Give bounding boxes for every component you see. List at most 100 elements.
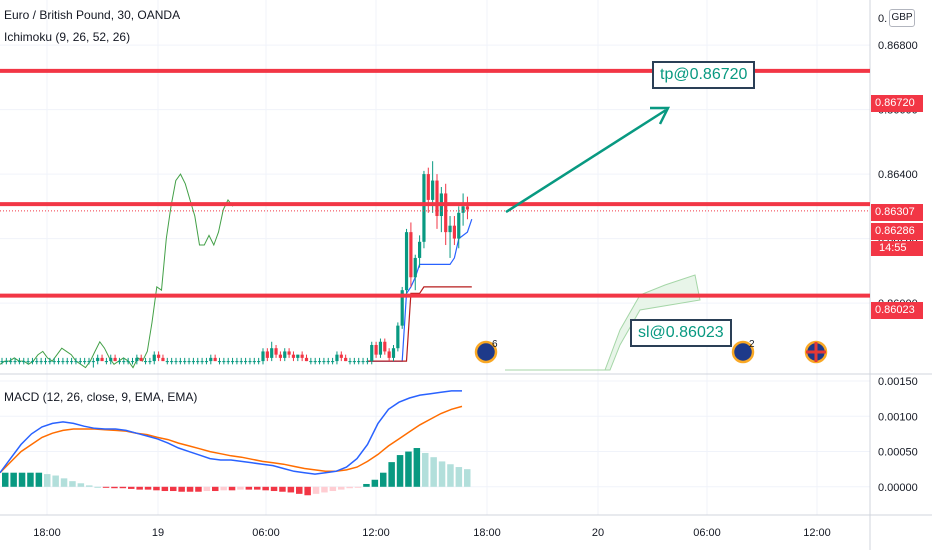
candle-body [331, 361, 335, 363]
candle-body [222, 361, 226, 363]
event-marker-eu-icon [474, 340, 498, 364]
candle-body [452, 225, 456, 239]
macd-line [0, 390, 462, 475]
candle-body [444, 193, 448, 233]
candle-body [313, 361, 317, 363]
macd-histogram-bar [279, 486, 286, 492]
ichimoku-legend[interactable]: Ichimoku (9, 26, 52, 26) [4, 30, 131, 44]
candle-body [226, 361, 230, 363]
candle-body [52, 361, 56, 363]
candle-body [109, 357, 113, 362]
macd-histogram-bar [77, 483, 85, 487]
candle-body [191, 361, 195, 363]
macd-histogram-bar [102, 486, 110, 488]
macd-histogram-bar [254, 486, 261, 490]
macd-histogram-bar [212, 486, 219, 492]
candle-body [378, 341, 383, 355]
projection-arrow [505, 106, 671, 214]
candle-body [157, 354, 161, 358]
candle-body [435, 180, 439, 217]
candle-body [161, 357, 165, 362]
macd-histogram-bar [338, 486, 345, 490]
macd-histogram-bar [144, 486, 152, 490]
sl-annotation[interactable]: sl@0.86023 [630, 319, 732, 347]
candle-body [278, 354, 282, 358]
candle-body [26, 361, 30, 363]
candle-body [339, 354, 343, 358]
candle-body [135, 357, 139, 362]
candle-body [230, 361, 235, 363]
candle-body [291, 354, 296, 358]
macd-histogram-bar [455, 467, 463, 487]
candle-body [74, 361, 78, 363]
macd-pane [0, 390, 471, 496]
macd-histogram-bar [178, 486, 185, 492]
candle-body [13, 361, 17, 363]
candle-body [461, 206, 465, 213]
candle-body [48, 361, 52, 363]
macd-histogram-bar [119, 486, 127, 489]
candle-body [326, 361, 330, 363]
candle-body [61, 361, 65, 363]
candle-body [261, 351, 265, 362]
countdown-tag: 14:55 [871, 241, 923, 256]
macd-histogram-bar [363, 483, 370, 487]
macd-histogram-bar [287, 486, 295, 493]
candle-body [139, 357, 143, 362]
candle-body [287, 351, 291, 355]
macd-histogram-bar [329, 486, 337, 492]
candle-body [143, 361, 148, 363]
macd-histogram-bar [270, 486, 278, 492]
candle-body [396, 325, 400, 349]
macd-histogram-bar [44, 474, 51, 487]
candle-body [370, 344, 374, 362]
macd-histogram-bar [228, 486, 236, 491]
candle-body [117, 361, 122, 363]
time-tick-label: 12:00 [803, 527, 831, 539]
kijun-sen [367, 286, 472, 362]
macd-histogram-bar [405, 451, 412, 487]
candle-body [152, 354, 156, 362]
candle-body [374, 344, 378, 355]
candle-body [457, 212, 461, 239]
candle-body [78, 361, 82, 363]
macd-histogram-bar [161, 486, 169, 492]
macd-histogram-bar [60, 478, 68, 487]
macd-histogram-bar [438, 461, 446, 487]
candle-body [0, 361, 4, 363]
macd-histogram-bar [195, 486, 202, 492]
macd-histogram-bar [321, 486, 328, 493]
candle-body [409, 232, 413, 278]
macd-histogram-bar [380, 472, 387, 487]
candle-body [361, 361, 365, 363]
macd-histogram-bar [296, 486, 303, 494]
candles [0, 161, 470, 368]
candle-body [104, 361, 108, 363]
macd-tick-label: 0.00150 [878, 376, 918, 388]
macd-histogram-bar [69, 481, 76, 487]
macd-histogram-bar [413, 448, 421, 487]
candle-body [304, 357, 309, 362]
arrow-head [650, 106, 671, 125]
candle-body [300, 354, 304, 358]
tp-annotation[interactable]: tp@0.86720 [652, 61, 756, 89]
macd-histogram-bar [52, 475, 59, 487]
macd-histogram-bar [2, 472, 9, 487]
candle-body [187, 361, 191, 363]
kumo-cloud [505, 274, 701, 371]
currency-button[interactable]: GBP [889, 9, 915, 27]
price-tick-label: 0.86400 [878, 169, 918, 181]
candle-body [130, 361, 135, 363]
macd-signal-line [0, 405, 463, 474]
event-count: 2 [749, 339, 755, 350]
candle-body [413, 257, 417, 278]
candle-body [422, 174, 426, 242]
macd-histogram-bar [262, 486, 269, 491]
candle-body [400, 290, 404, 326]
macd-legend[interactable]: MACD (12, 26, close, 9, EMA, EMA) [4, 390, 198, 404]
candle-body [165, 361, 169, 363]
time-tick-label: 06:00 [252, 527, 280, 539]
candle-body [391, 348, 396, 358]
macd-histogram-bar [18, 472, 26, 487]
